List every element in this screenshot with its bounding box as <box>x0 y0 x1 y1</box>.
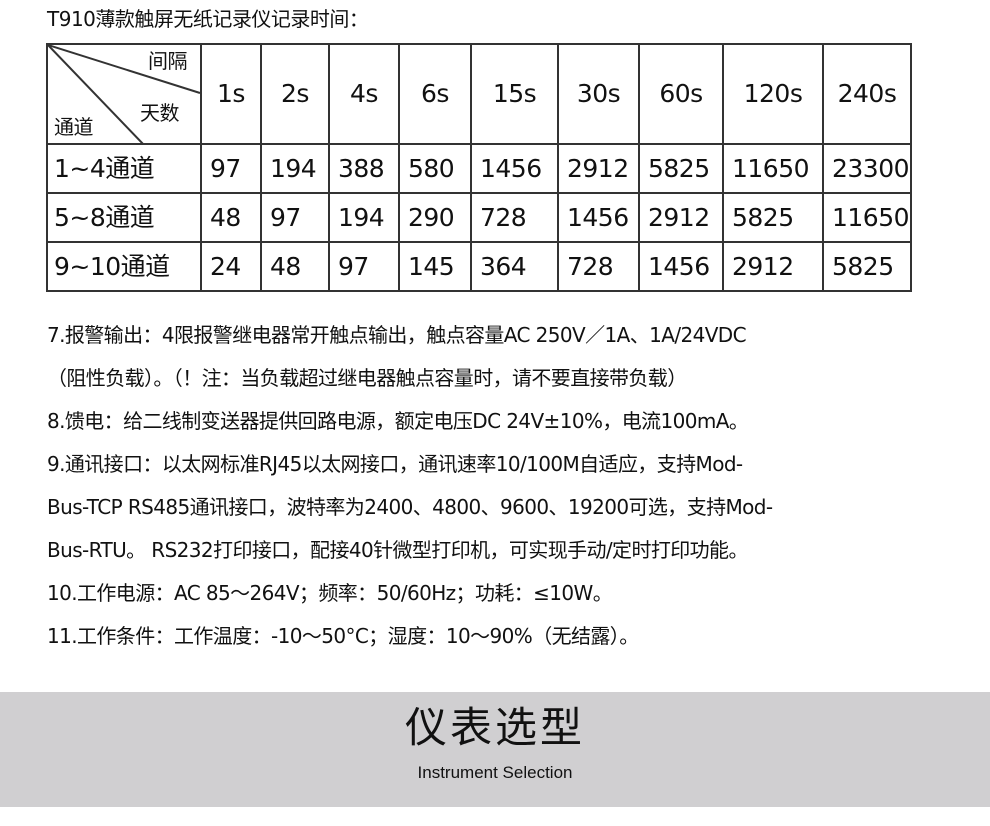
table-cell: 290 <box>398 192 472 243</box>
spec-line: 8.馈电：给二线制变送器提供回路电源，额定电压DC 24V±10%，电流100m… <box>47 409 749 433</box>
interval-header: 30s <box>557 43 640 145</box>
table-cell: 580 <box>398 143 472 194</box>
corner-interval-label: 间隔 <box>148 49 188 73</box>
table-cell: 11650 <box>822 192 912 243</box>
spec-line: 10.工作电源：AC 85～264V；频率：50/60Hz；功耗：≤10W。 <box>47 581 613 605</box>
interval-header: 6s <box>398 43 472 145</box>
row-label: 5~8通道 <box>46 192 202 243</box>
table-corner-cell: 间隔 天数 通道 <box>46 43 202 145</box>
spec-line: Bus-TCP RS485通讯接口，波特率为2400、4800、9600、192… <box>47 495 773 519</box>
table-row: 9~10通道 24 48 97 145 364 728 1456 2912 58… <box>46 241 912 292</box>
table-cell: 97 <box>328 241 400 292</box>
table-cell: 97 <box>260 192 330 243</box>
interval-header: 15s <box>470 43 559 145</box>
table-cell: 1456 <box>557 192 640 243</box>
table-cell: 5825 <box>722 192 824 243</box>
table-cell: 1456 <box>470 143 559 194</box>
spec-line: Bus-RTU。 RS232打印接口，配接40针微型打印机，可实现手动/定时打印… <box>47 538 748 562</box>
record-time-table: 间隔 天数 通道 1s 2s 4s 6s 15s 30s 60s 120s 24… <box>46 43 912 292</box>
table-cell: 388 <box>328 143 400 194</box>
table-cell: 1456 <box>638 241 724 292</box>
table-cell: 11650 <box>722 143 824 194</box>
table-cell: 194 <box>328 192 400 243</box>
table-cell: 364 <box>470 241 559 292</box>
spec-list: 7.报警输出：4限报警继电器常开触点输出，触点容量AC 250V／1A、1A/2… <box>47 314 977 658</box>
section-title: 仪表选型 <box>404 703 585 752</box>
table-cell: 728 <box>557 241 640 292</box>
spec-line: 11.工作条件：工作温度：-10～50°C；湿度：10～90%（无结露）。 <box>47 624 639 648</box>
record-time-title: T910薄款触屏无纸记录仪记录时间： <box>47 7 369 31</box>
table-cell: 728 <box>470 192 559 243</box>
table-cell: 5825 <box>638 143 724 194</box>
table-cell: 2912 <box>557 143 640 194</box>
corner-days-label: 天数 <box>140 101 180 125</box>
spec-line: 9.通讯接口：以太网标准RJ45以太网接口，通讯速率10/100M自适应，支持M… <box>47 452 743 476</box>
table-cell: 5825 <box>822 241 912 292</box>
interval-header: 4s <box>328 43 400 145</box>
row-label: 1~4通道 <box>46 143 202 194</box>
interval-header: 240s <box>822 43 912 145</box>
table-cell: 48 <box>260 241 330 292</box>
table-cell: 24 <box>200 241 262 292</box>
table-cell: 23300 <box>822 143 912 194</box>
interval-header: 120s <box>722 43 824 145</box>
corner-channel-label: 通道 <box>54 115 94 139</box>
spec-line: 7.报警输出：4限报警继电器常开触点输出，触点容量AC 250V／1A、1A/2… <box>47 323 747 347</box>
interval-header: 1s <box>200 43 262 145</box>
table-row: 5~8通道 48 97 194 290 728 1456 2912 5825 1… <box>46 192 912 243</box>
table-cell: 2912 <box>722 241 824 292</box>
spec-line: （阻性负载）。（！注：当负载超过继电器触点容量时，请不要直接带负载） <box>47 366 687 390</box>
row-label: 9~10通道 <box>46 241 202 292</box>
table-cell: 48 <box>200 192 262 243</box>
table-cell: 97 <box>200 143 262 194</box>
interval-header: 2s <box>260 43 330 145</box>
table-cell: 2912 <box>638 192 724 243</box>
section-subtitle: Instrument Selection <box>417 763 573 782</box>
section-banner: 仪表选型 Instrument Selection <box>0 692 990 807</box>
table-cell: 194 <box>260 143 330 194</box>
diagonal-lines <box>48 45 201 145</box>
interval-header: 60s <box>638 43 724 145</box>
table-header-row: 间隔 天数 通道 1s 2s 4s 6s 15s 30s 60s 120s 24… <box>46 43 912 145</box>
table-row: 1~4通道 97 194 388 580 1456 2912 5825 1165… <box>46 143 912 194</box>
table-cell: 145 <box>398 241 472 292</box>
